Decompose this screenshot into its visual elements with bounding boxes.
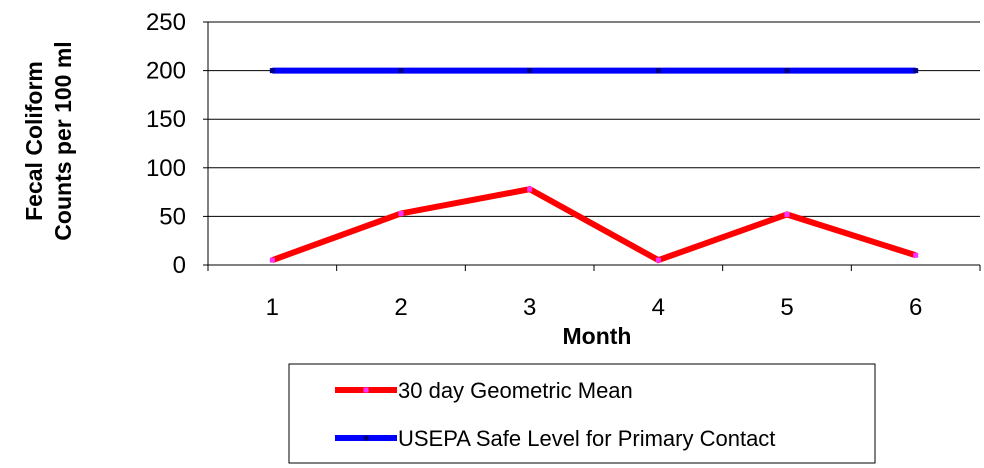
y-axis-ticks: 0 50 100 150 200 250 — [146, 9, 208, 279]
legend-box — [288, 363, 876, 464]
data-point — [398, 210, 404, 216]
gridlines — [208, 21, 980, 217]
series-line — [271, 186, 917, 264]
data-point — [398, 68, 404, 74]
x-tick-label: 5 — [780, 294, 793, 321]
y-tick-label: 100 — [146, 155, 186, 182]
x-axis-ticks: 1 2 3 4 5 6 — [207, 265, 981, 321]
data-point — [784, 68, 790, 74]
x-tick-label: 4 — [652, 294, 665, 321]
y-tick-label: 200 — [146, 58, 186, 85]
x-tick-label: 2 — [394, 294, 407, 321]
y-axis-title-line-1: Fecal Coliform — [21, 61, 47, 221]
legend: 30 day Geometric Mean USEPA Safe Level fo… — [288, 363, 876, 464]
data-point — [269, 68, 275, 74]
x-axis-title: Month — [563, 323, 632, 349]
y-tick-label: 0 — [173, 252, 186, 279]
data-point — [655, 257, 661, 263]
data-point — [527, 186, 533, 192]
data-point — [527, 68, 533, 74]
legend-marker — [363, 387, 369, 393]
y-axis-title: Fecal Coliform Counts per 100 ml — [21, 41, 76, 240]
data-point — [913, 68, 919, 74]
legend-label: USEPA Safe Level for Primary Contact — [398, 426, 775, 451]
plot-area: 1 2 3 4 5 6 0 50 100 150 200 250 — [146, 9, 981, 321]
series-layer — [269, 67, 919, 264]
y-tick-label: 250 — [146, 9, 186, 36]
legend-label: 30 day Geometric Mean — [398, 378, 633, 403]
y-tick-label: 50 — [159, 203, 186, 230]
data-point — [269, 257, 275, 263]
y-axis-title-line-2: Counts per 100 ml — [50, 41, 76, 240]
data-point — [784, 211, 790, 217]
legend-marker — [363, 435, 369, 441]
x-tick-label: 1 — [266, 294, 279, 321]
y-tick-label: 150 — [146, 106, 186, 133]
x-tick-label: 3 — [523, 294, 536, 321]
x-tick-label: 6 — [909, 294, 922, 321]
data-point — [655, 68, 661, 74]
data-point — [913, 252, 919, 258]
